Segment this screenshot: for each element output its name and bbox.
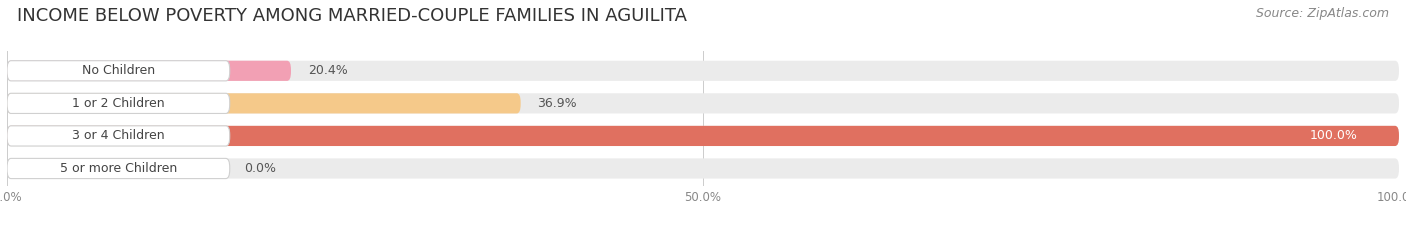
Text: 5 or more Children: 5 or more Children [60,162,177,175]
FancyBboxPatch shape [7,158,1399,178]
FancyBboxPatch shape [7,126,1399,146]
Text: 0.0%: 0.0% [243,162,276,175]
FancyBboxPatch shape [7,93,229,113]
Text: 3 or 4 Children: 3 or 4 Children [72,129,165,142]
FancyBboxPatch shape [7,93,520,113]
Text: 20.4%: 20.4% [308,64,347,77]
FancyBboxPatch shape [7,61,291,81]
Text: Source: ZipAtlas.com: Source: ZipAtlas.com [1256,7,1389,20]
Text: 1 or 2 Children: 1 or 2 Children [72,97,165,110]
FancyBboxPatch shape [7,61,1399,81]
Text: 100.0%: 100.0% [1309,129,1357,142]
Text: INCOME BELOW POVERTY AMONG MARRIED-COUPLE FAMILIES IN AGUILITA: INCOME BELOW POVERTY AMONG MARRIED-COUPL… [17,7,688,25]
Text: 36.9%: 36.9% [537,97,576,110]
FancyBboxPatch shape [7,158,229,178]
FancyBboxPatch shape [7,126,1399,146]
FancyBboxPatch shape [7,61,229,81]
FancyBboxPatch shape [7,93,1399,113]
FancyBboxPatch shape [7,126,229,146]
Text: No Children: No Children [82,64,155,77]
